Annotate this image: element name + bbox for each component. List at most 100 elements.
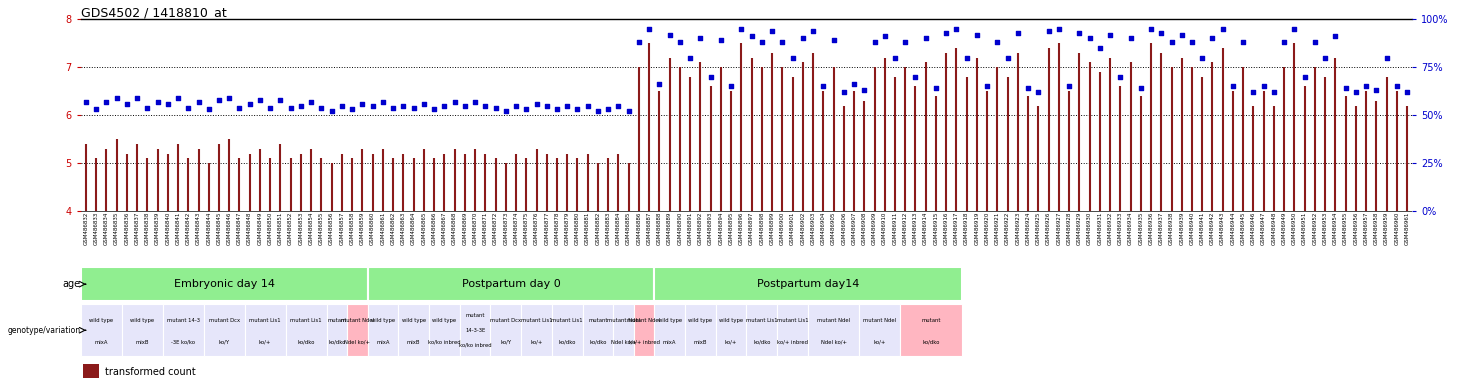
Text: GSM486928: GSM486928 [1067, 211, 1072, 245]
Point [555, 103, 578, 109]
Text: GSM486868: GSM486868 [452, 211, 457, 245]
Text: GSM486961: GSM486961 [1405, 211, 1409, 245]
Text: mutant: mutant [327, 318, 346, 323]
Text: ko/dko: ko/dko [753, 339, 771, 344]
Text: GSM486916: GSM486916 [944, 211, 948, 245]
Point [351, 101, 374, 107]
Text: GSM486845: GSM486845 [216, 211, 222, 245]
Text: GSM486900: GSM486900 [780, 211, 785, 245]
Text: GSM486866: GSM486866 [432, 211, 436, 245]
Point [843, 81, 866, 88]
Text: GSM486839: GSM486839 [156, 211, 160, 245]
Text: GSM486886: GSM486886 [637, 211, 642, 245]
Point [1108, 74, 1132, 80]
Text: GDS4502 / 1418810_at: GDS4502 / 1418810_at [81, 6, 226, 19]
Text: GSM486920: GSM486920 [985, 211, 989, 245]
Text: GSM486883: GSM486883 [606, 211, 611, 245]
Text: ko/dko: ko/dko [298, 339, 314, 344]
Text: ko/+ inbred: ko/+ inbred [628, 339, 659, 344]
Text: GSM486918: GSM486918 [964, 211, 969, 245]
Point [781, 55, 804, 61]
Point [1293, 74, 1317, 80]
Text: GSM486840: GSM486840 [166, 211, 170, 245]
Text: mutant Ndel: mutant Ndel [863, 318, 895, 323]
Text: GSM486884: GSM486884 [617, 211, 621, 245]
Text: GSM486911: GSM486911 [893, 211, 897, 245]
Text: GSM486832: GSM486832 [84, 211, 88, 245]
Text: GSM486854: GSM486854 [308, 211, 314, 245]
Text: GSM486862: GSM486862 [390, 211, 395, 245]
Point [104, 95, 128, 101]
Point [1098, 31, 1122, 38]
Text: GSM486848: GSM486848 [247, 211, 252, 245]
Text: mixB: mixB [694, 339, 708, 344]
Text: ko/+: ko/+ [725, 339, 737, 344]
Text: Ndel ko/+: Ndel ko/+ [611, 339, 637, 344]
Text: GSM486878: GSM486878 [555, 211, 559, 245]
Text: GSM486953: GSM486953 [1323, 211, 1327, 245]
Point [586, 108, 609, 114]
Point [289, 103, 313, 109]
Point [1088, 45, 1111, 51]
Text: GSM486850: GSM486850 [267, 211, 273, 245]
Point [1262, 89, 1286, 95]
Point [217, 95, 241, 101]
Bar [859, 305, 900, 356]
Text: GSM486912: GSM486912 [903, 211, 907, 245]
Text: GSM486938: GSM486938 [1169, 211, 1174, 245]
Point [956, 55, 979, 61]
Point [935, 30, 959, 36]
Text: GSM486861: GSM486861 [380, 211, 386, 245]
Text: GSM486853: GSM486853 [298, 211, 304, 245]
Point [1047, 26, 1070, 32]
Text: GSM486867: GSM486867 [442, 211, 446, 245]
Text: ko/ko inbred: ko/ko inbred [429, 339, 461, 344]
Point [524, 101, 548, 107]
Bar [521, 305, 552, 356]
Point [1314, 55, 1337, 61]
Text: GSM486902: GSM486902 [800, 211, 806, 245]
Text: GSM486892: GSM486892 [697, 211, 703, 245]
Point [658, 31, 681, 38]
Point [1129, 85, 1152, 91]
Point [361, 103, 385, 109]
Text: GSM486947: GSM486947 [1261, 211, 1267, 245]
Text: wild type: wild type [719, 318, 743, 323]
Bar [583, 305, 614, 356]
Point [760, 28, 784, 34]
Text: wild type: wild type [402, 318, 426, 323]
Text: GSM486894: GSM486894 [718, 211, 724, 245]
Point [1180, 39, 1204, 45]
Text: GSM486885: GSM486885 [627, 211, 631, 245]
Point [863, 39, 887, 45]
Point [454, 103, 477, 109]
Text: GSM486951: GSM486951 [1302, 211, 1307, 245]
Text: GSM486870: GSM486870 [473, 211, 477, 245]
Point [1201, 35, 1224, 41]
Point [84, 106, 107, 113]
Point [575, 103, 599, 109]
Bar [686, 305, 716, 356]
Text: ko/+: ko/+ [873, 339, 885, 344]
Point [771, 39, 794, 45]
Text: GSM486833: GSM486833 [94, 211, 98, 245]
Point [310, 104, 333, 111]
Bar [490, 305, 521, 356]
Point [1304, 39, 1327, 45]
Point [115, 101, 138, 107]
Text: GSM486913: GSM486913 [913, 211, 918, 245]
Text: GSM486888: GSM486888 [656, 211, 662, 245]
Point [565, 106, 589, 113]
Point [1149, 30, 1173, 36]
Text: GSM486936: GSM486936 [1148, 211, 1154, 245]
Point [750, 39, 774, 45]
Point [145, 99, 169, 105]
Point [1232, 39, 1255, 45]
Bar [204, 305, 245, 356]
Text: GSM486875: GSM486875 [524, 211, 528, 245]
Point [135, 104, 159, 111]
Point [617, 108, 640, 114]
Point [341, 106, 364, 113]
Text: GSM486915: GSM486915 [934, 211, 938, 245]
Text: GSM486957: GSM486957 [1364, 211, 1368, 245]
